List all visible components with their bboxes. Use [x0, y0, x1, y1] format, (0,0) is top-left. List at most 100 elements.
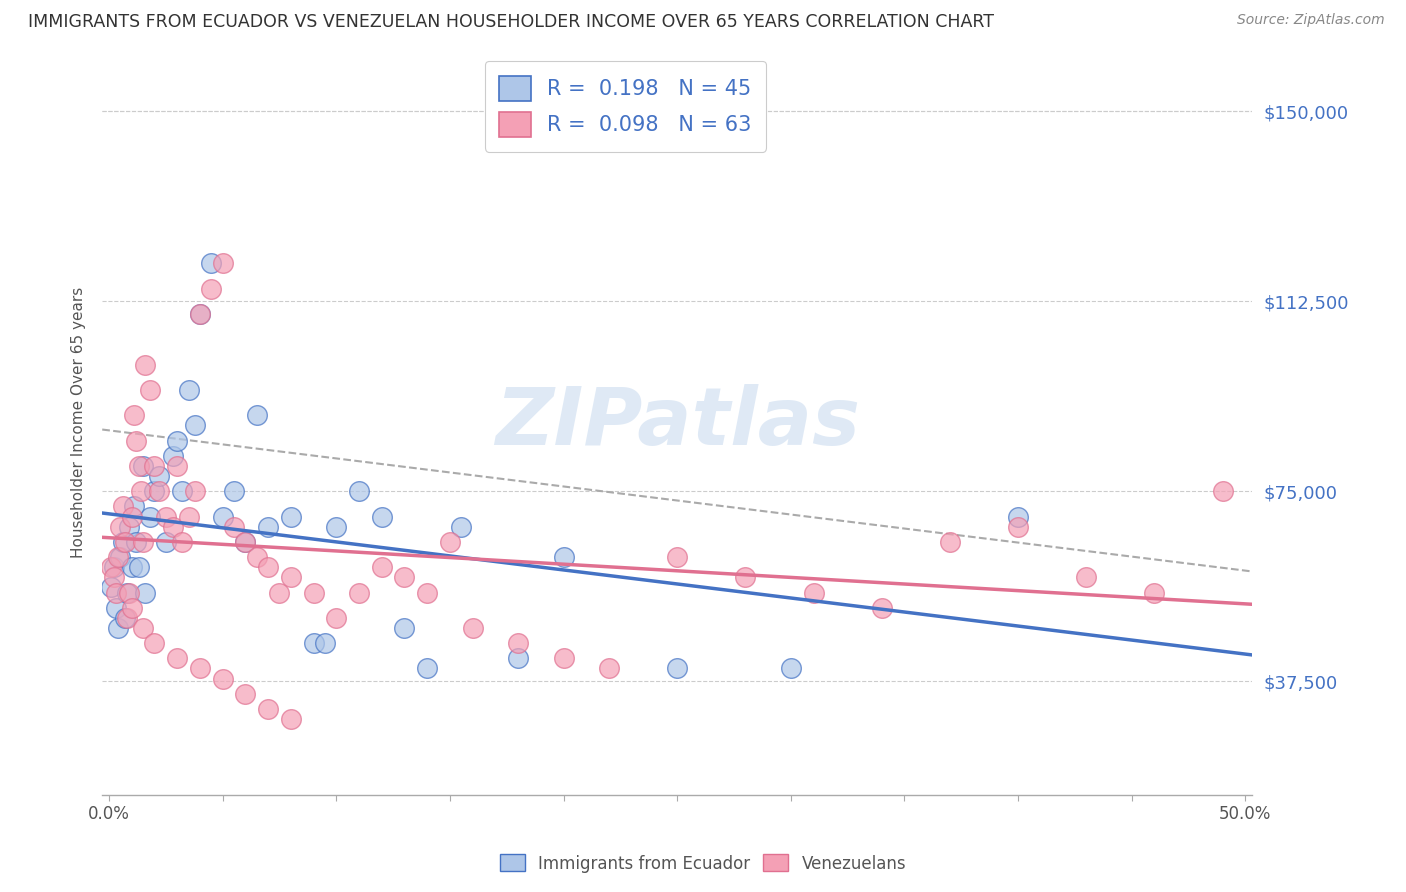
Point — [170, 484, 193, 499]
Point — [1007, 519, 1029, 533]
Point — [143, 636, 166, 650]
Point — [128, 458, 150, 473]
Point — [115, 585, 138, 599]
Point — [416, 661, 439, 675]
Text: ZIPatlas: ZIPatlas — [495, 384, 859, 462]
Point — [280, 712, 302, 726]
Point — [939, 534, 962, 549]
Point — [132, 458, 155, 473]
Point — [122, 409, 145, 423]
Point — [508, 636, 530, 650]
Point — [347, 585, 370, 599]
Point — [269, 585, 291, 599]
Point — [211, 672, 233, 686]
Point — [553, 651, 575, 665]
Point — [257, 702, 280, 716]
Point — [222, 484, 245, 499]
Point — [302, 585, 325, 599]
Point — [246, 409, 269, 423]
Point — [257, 560, 280, 574]
Point — [143, 458, 166, 473]
Point — [184, 484, 207, 499]
Point — [235, 687, 257, 701]
Point — [129, 484, 152, 499]
Point — [598, 661, 620, 675]
Legend: Immigrants from Ecuador, Venezuelans: Immigrants from Ecuador, Venezuelans — [494, 847, 912, 880]
Point — [371, 560, 394, 574]
Point — [170, 534, 193, 549]
Point — [104, 585, 127, 599]
Point — [666, 550, 689, 565]
Point — [325, 519, 347, 533]
Point — [139, 509, 162, 524]
Point — [132, 534, 155, 549]
Point — [779, 661, 801, 675]
Point — [200, 256, 222, 270]
Point — [155, 534, 177, 549]
Point — [200, 282, 222, 296]
Point — [122, 500, 145, 514]
Point — [121, 509, 143, 524]
Point — [114, 534, 136, 549]
Point — [121, 600, 143, 615]
Point — [325, 611, 347, 625]
Point — [394, 570, 416, 584]
Point — [184, 418, 207, 433]
Point — [134, 585, 156, 599]
Point — [1007, 509, 1029, 524]
Point — [222, 519, 245, 533]
Point — [148, 469, 170, 483]
Point — [734, 570, 756, 584]
Point — [162, 519, 184, 533]
Point — [188, 661, 211, 675]
Point — [100, 581, 122, 595]
Point — [235, 534, 257, 549]
Point — [666, 661, 689, 675]
Point — [110, 550, 132, 565]
Point — [103, 570, 125, 584]
Point — [508, 651, 530, 665]
Point — [118, 585, 141, 599]
Point — [166, 434, 188, 448]
Point — [371, 509, 394, 524]
Point — [121, 560, 143, 574]
Point — [125, 534, 148, 549]
Point — [439, 534, 461, 549]
Point — [211, 509, 233, 524]
Point — [111, 534, 134, 549]
Point — [166, 651, 188, 665]
Point — [177, 383, 200, 397]
Point — [155, 509, 177, 524]
Point — [280, 509, 302, 524]
Point — [128, 560, 150, 574]
Point — [148, 484, 170, 499]
Point — [115, 611, 138, 625]
Point — [235, 534, 257, 549]
Point — [132, 621, 155, 635]
Point — [211, 256, 233, 270]
Point — [1076, 570, 1098, 584]
Text: IMMIGRANTS FROM ECUADOR VS VENEZUELAN HOUSEHOLDER INCOME OVER 65 YEARS CORRELATI: IMMIGRANTS FROM ECUADOR VS VENEZUELAN HO… — [28, 13, 994, 31]
Point — [461, 621, 484, 635]
Point — [111, 500, 134, 514]
Point — [139, 383, 162, 397]
Point — [450, 519, 472, 533]
Point — [162, 449, 184, 463]
Point — [870, 600, 893, 615]
Point — [100, 560, 122, 574]
Point — [394, 621, 416, 635]
Point — [347, 484, 370, 499]
Point — [143, 484, 166, 499]
Point — [416, 585, 439, 599]
Legend: R =  0.198   N = 45, R =  0.098   N = 63: R = 0.198 N = 45, R = 0.098 N = 63 — [485, 61, 766, 152]
Point — [1212, 484, 1234, 499]
Y-axis label: Householder Income Over 65 years: Householder Income Over 65 years — [72, 287, 86, 558]
Point — [125, 434, 148, 448]
Point — [188, 307, 211, 321]
Point — [314, 636, 336, 650]
Point — [553, 550, 575, 565]
Point — [104, 600, 127, 615]
Point — [118, 519, 141, 533]
Point — [134, 358, 156, 372]
Point — [107, 621, 129, 635]
